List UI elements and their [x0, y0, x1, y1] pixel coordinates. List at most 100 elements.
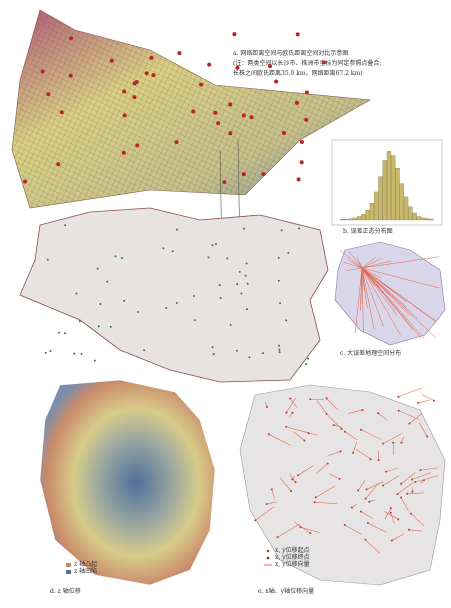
surface-point: [300, 160, 304, 164]
vector: [418, 400, 430, 403]
histogram-bar: [430, 219, 434, 220]
map-point: [278, 257, 280, 259]
map-point: [246, 263, 248, 265]
legend-label: z 轴凹陷: [74, 567, 97, 575]
legend-swatch: [66, 570, 71, 574]
z-displacement-map: [40, 380, 215, 585]
surface-point: [242, 114, 246, 118]
surface-point: [69, 36, 73, 40]
vector-start: [266, 503, 268, 505]
histogram-bar: [408, 207, 412, 220]
map-point: [307, 358, 309, 360]
legend-label: x, y位移向量: [275, 560, 310, 568]
vector-start: [308, 432, 310, 434]
map-point: [279, 351, 281, 353]
map-point: [212, 244, 214, 246]
map-point: [165, 307, 167, 309]
vector-start: [397, 493, 399, 495]
vector-start: [285, 426, 287, 428]
surface-point: [268, 64, 272, 68]
vector-start: [400, 483, 402, 485]
map-point: [236, 283, 238, 285]
panel-a-title: a. 网络距离空间与欧氏距离空间对比示意图: [233, 49, 348, 57]
map-point: [50, 350, 52, 352]
map-point: [212, 346, 214, 348]
map-point: [176, 229, 178, 231]
map-point: [262, 352, 264, 354]
surface-point: [300, 140, 304, 144]
surface-point: [46, 92, 50, 96]
vector-start: [400, 442, 402, 444]
map-point: [81, 353, 83, 355]
map-point: [172, 250, 174, 252]
vector-start: [340, 450, 342, 452]
map-point: [137, 311, 139, 313]
legend-swatch: [66, 563, 71, 567]
map-point: [106, 281, 108, 283]
map-point: [285, 319, 287, 321]
histogram-bar: [383, 161, 387, 221]
surface-point: [132, 95, 136, 99]
histogram-bar: [366, 210, 370, 220]
map-point: [121, 257, 123, 259]
map-point: [194, 319, 196, 321]
surface-point: [282, 131, 286, 135]
histogram-bar: [413, 213, 417, 220]
map-point: [213, 353, 215, 355]
vector-start: [294, 481, 296, 483]
vector-start: [398, 410, 400, 412]
vector-start: [291, 478, 293, 480]
map-point: [97, 268, 99, 270]
surface-point: [304, 118, 308, 122]
vector-start: [414, 481, 416, 483]
histogram-bar: [349, 219, 353, 220]
surface-point: [199, 83, 203, 87]
map-point: [226, 257, 228, 259]
vector-start: [309, 532, 311, 534]
map-point: [110, 326, 112, 328]
surface-point: [297, 177, 301, 181]
vector-start: [397, 518, 399, 520]
vector-start: [390, 512, 392, 514]
vector-start: [367, 522, 369, 524]
map-point: [219, 284, 221, 286]
vector-start: [271, 488, 273, 490]
vector-start: [365, 498, 367, 500]
histogram-bar: [374, 192, 378, 220]
map-point: [64, 332, 66, 334]
histogram-bar: [396, 168, 400, 220]
map-point: [245, 275, 247, 277]
map-point: [278, 349, 280, 351]
histogram-bar: [425, 219, 429, 220]
legend-symbol: [267, 550, 270, 553]
map-point: [240, 293, 242, 295]
histogram-bar: [391, 156, 395, 220]
surface-point: [305, 90, 309, 94]
base-map: [20, 208, 328, 382]
vector-start: [327, 463, 329, 465]
map-point: [123, 300, 125, 302]
vector-start: [315, 496, 317, 498]
map-point: [248, 356, 250, 358]
map-point: [246, 308, 248, 310]
vector-start: [400, 496, 402, 498]
vector-start: [382, 443, 384, 445]
surface-point: [110, 59, 114, 63]
histogram-bar: [340, 219, 344, 220]
surface-point: [216, 121, 220, 125]
vector-start: [360, 511, 362, 513]
histogram-bar: [378, 177, 382, 220]
vector-start: [309, 398, 311, 400]
map-point: [75, 292, 77, 294]
map-point: [279, 302, 281, 304]
vector-start: [390, 507, 392, 509]
histogram-bar: [421, 218, 425, 220]
map-point: [47, 259, 49, 261]
map-point: [243, 228, 245, 230]
vector-start: [377, 412, 379, 414]
surface-point: [242, 172, 246, 176]
vector: [422, 395, 434, 401]
legend-label: z 轴凸起: [74, 560, 97, 568]
panel-c-caption: c. 大误差地理空间分布: [340, 349, 401, 357]
vector-start: [411, 479, 413, 481]
